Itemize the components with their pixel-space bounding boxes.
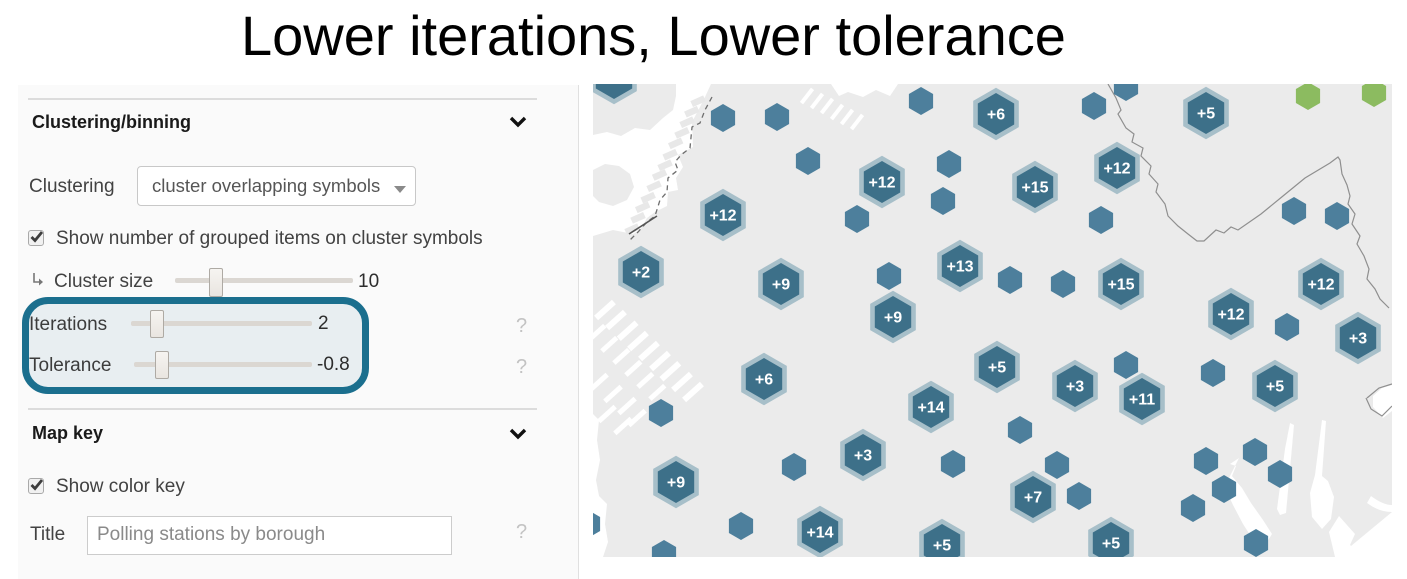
svg-text:+12: +12 <box>868 175 895 192</box>
svg-text:+11: +11 <box>1129 392 1155 409</box>
svg-text:+6: +6 <box>987 107 1005 124</box>
svg-text:+5: +5 <box>1266 379 1284 396</box>
svg-text:+5: +5 <box>1102 536 1120 553</box>
svg-text:+5: +5 <box>988 360 1006 377</box>
svg-text:+12: +12 <box>709 208 736 225</box>
svg-text:+5: +5 <box>933 538 951 555</box>
svg-text:+3: +3 <box>1349 331 1367 348</box>
svg-text:+9: +9 <box>772 277 790 294</box>
svg-text:+13: +13 <box>946 259 973 276</box>
svg-text:+9: +9 <box>667 475 685 492</box>
svg-text:+12: +12 <box>1217 307 1244 324</box>
svg-text:+15: +15 <box>1021 180 1048 197</box>
svg-text:+5: +5 <box>1197 106 1215 123</box>
svg-text:+12: +12 <box>1103 161 1130 178</box>
svg-text:+12: +12 <box>1307 277 1334 294</box>
svg-text:+14: +14 <box>806 525 833 542</box>
svg-text:+3: +3 <box>854 448 872 465</box>
svg-text:+2: +2 <box>632 265 650 282</box>
svg-text:+9: +9 <box>884 310 902 327</box>
svg-text:+7: +7 <box>1024 490 1042 507</box>
svg-text:+3: +3 <box>1066 379 1084 396</box>
svg-text:+6: +6 <box>755 372 773 389</box>
svg-text:+15: +15 <box>1107 277 1134 294</box>
svg-text:+14: +14 <box>917 400 944 417</box>
